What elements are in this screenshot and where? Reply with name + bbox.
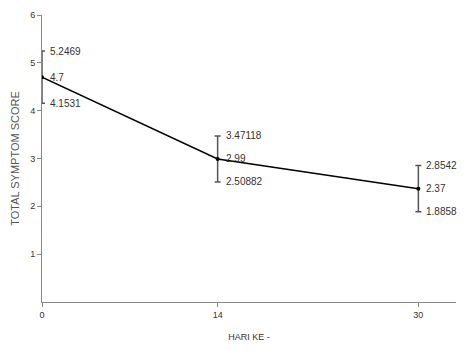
svg-text:2.99: 2.99 — [226, 153, 246, 164]
svg-text:1: 1 — [30, 249, 35, 259]
svg-text:2.8542: 2.8542 — [426, 160, 457, 171]
svg-text:5.2469: 5.2469 — [50, 46, 81, 57]
svg-text:6: 6 — [30, 10, 35, 20]
svg-text:0: 0 — [39, 310, 44, 320]
svg-text:HARI KE -: HARI KE - — [228, 332, 270, 342]
svg-text:TOTAL SYMPTOM SCORE: TOTAL SYMPTOM SCORE — [9, 91, 21, 226]
svg-text:4.1531: 4.1531 — [50, 98, 81, 109]
svg-text:4.7: 4.7 — [50, 72, 64, 83]
svg-text:1.8858: 1.8858 — [426, 206, 457, 217]
svg-text:4: 4 — [30, 106, 35, 116]
svg-text:3: 3 — [30, 154, 35, 164]
svg-text:2.50882: 2.50882 — [226, 176, 263, 187]
svg-text:30: 30 — [413, 310, 423, 320]
svg-text:2: 2 — [30, 201, 35, 211]
svg-text:3.47118: 3.47118 — [226, 130, 262, 141]
svg-text:2.37: 2.37 — [426, 183, 446, 194]
svg-text:14: 14 — [213, 310, 223, 320]
svg-text:5: 5 — [30, 58, 35, 68]
